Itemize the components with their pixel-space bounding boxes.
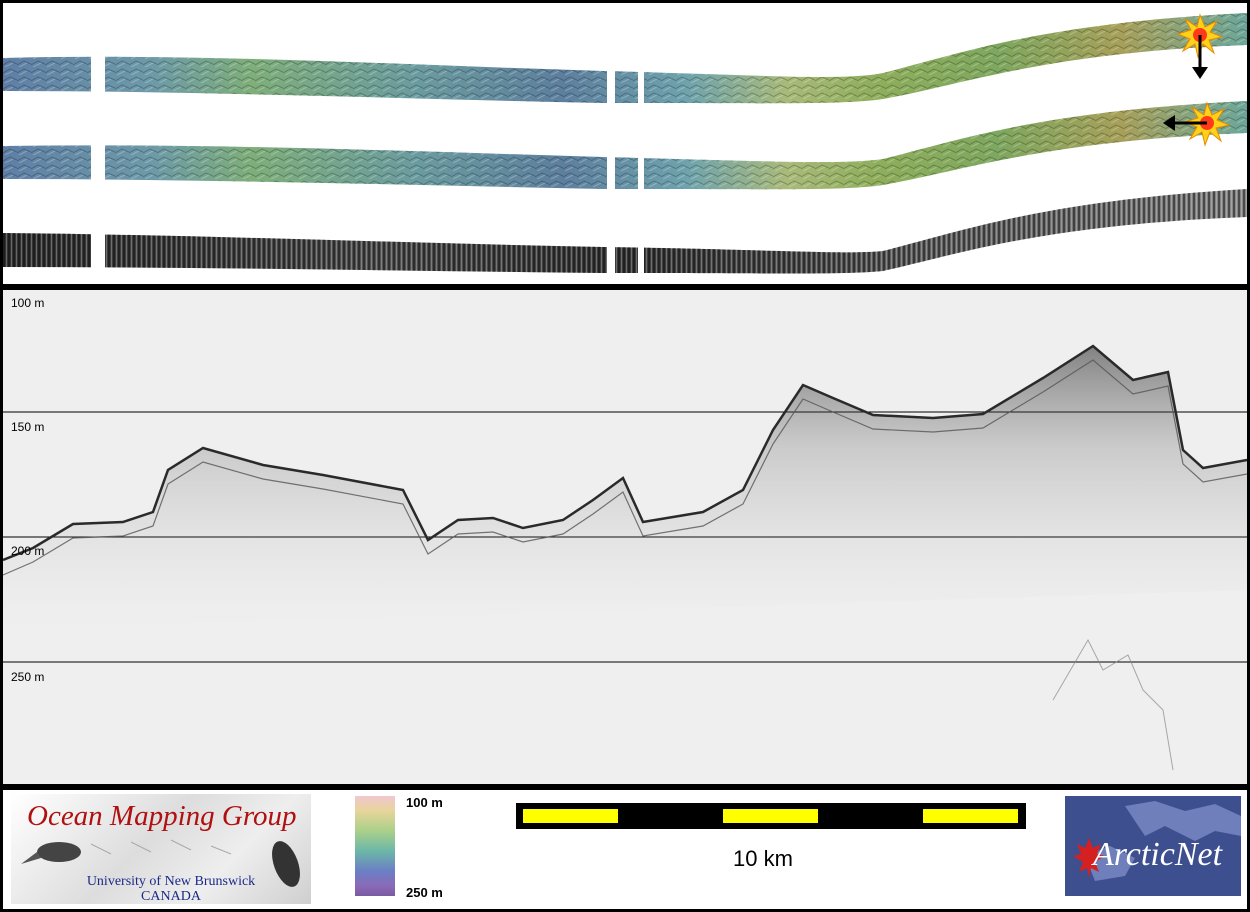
omg-subtitle-1: University of New Brunswick [86, 874, 256, 889]
swath-strips [3, 13, 1247, 283]
depth-label-200: 200 m [11, 544, 45, 558]
swath-strip-colored-1 [3, 13, 1247, 108]
arcticnet-text: ArcticNet [1093, 836, 1223, 873]
omg-title: Ocean Mapping Group [27, 800, 297, 832]
depth-label-100: 100 m [11, 296, 45, 310]
swath-strip-colored-2 [3, 101, 1247, 193]
depth-label-250: 250 m [11, 670, 45, 684]
depth-colorbar [355, 796, 395, 896]
arcticnet-map-art [1073, 801, 1241, 881]
subbottom-profile [3, 344, 1247, 771]
omg-subtitle-2: CANADA [141, 889, 201, 904]
omg-logo: Ocean Mapping Group University of New Br… [11, 794, 311, 904]
arrow-down-icon [1176, 13, 1224, 79]
subbottom-profile-panel: 100 m 150 m 200 m 250 m [3, 290, 1247, 784]
swath-panel [3, 3, 1247, 284]
scale-bar-label: 10 km [733, 846, 793, 871]
legend-panel: Ocean Mapping Group University of New Br… [3, 790, 1247, 909]
colorbar-top-label: 100 m [406, 795, 443, 810]
scale-bar [516, 803, 1026, 829]
swath-strip-backscatter [3, 189, 1247, 283]
arcticnet-logo: ArcticNet [1065, 796, 1241, 896]
colorbar-bottom-label: 250 m [406, 885, 443, 900]
omg-logo-art [21, 839, 300, 887]
depth-label-150: 150 m [11, 420, 45, 434]
arrow-left-icon [1163, 101, 1231, 147]
